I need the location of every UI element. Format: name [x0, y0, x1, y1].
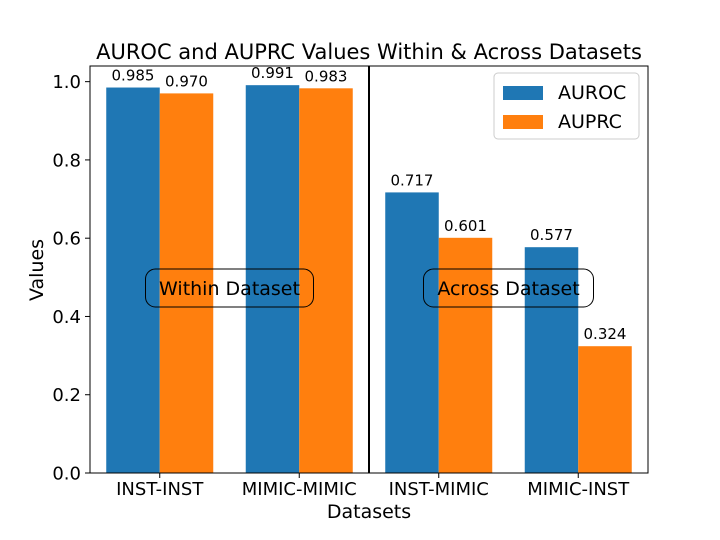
- y-tick-label: 0.0: [52, 464, 81, 485]
- x-axis-label: Datasets: [327, 501, 411, 523]
- bar-auprc-inst-inst: [159, 93, 214, 474]
- data-label: 0.717: [391, 171, 434, 189]
- chart-title: AUROC and AUPRC Values Within & Across D…: [96, 40, 642, 64]
- y-tick-label: 0.2: [52, 385, 81, 406]
- annotation-label: Within Dataset: [159, 278, 300, 300]
- y-tick-label: 0.8: [52, 150, 81, 171]
- data-label: 0.324: [584, 325, 627, 343]
- y-axis: 0.0 0.2 0.4 0.6 0.8 1.0: [52, 72, 90, 485]
- data-label: 0.577: [530, 226, 573, 244]
- bar-auroc-mimic-mimic: [245, 85, 300, 473]
- legend-label: AUPRC: [558, 111, 622, 133]
- bar-auroc-inst-inst: [106, 87, 160, 473]
- x-tick-label: INST-INST: [116, 479, 204, 500]
- y-tick-label: 1.0: [52, 72, 81, 93]
- annotation-label: Across Dataset: [437, 278, 579, 300]
- legend-swatch-auprc: [503, 115, 543, 129]
- legend: AUROC AUPRC: [493, 72, 640, 140]
- y-axis-label: Values: [26, 239, 48, 301]
- data-label: 0.601: [444, 217, 487, 235]
- bar-auroc-inst-mimic: [385, 192, 439, 474]
- x-tick-label: INST-MIMIC: [389, 479, 489, 500]
- data-label: 0.985: [112, 67, 155, 85]
- bar-auroc-mimic-inst: [524, 247, 579, 473]
- x-tick-label: MIMIC-MIMIC: [242, 479, 357, 500]
- data-labels-layer: 0.985 0.991 0.717 0.577 0.970 0.983 0.601 0.324: [112, 64, 627, 343]
- x-axis: INST-INST MIMIC-MIMIC INST-MIMIC MIMIC-INST: [116, 473, 630, 500]
- y-tick-label: 0.4: [52, 307, 81, 328]
- x-tick-label: MIMIC-INST: [527, 479, 630, 500]
- data-label: 0.970: [165, 72, 208, 90]
- data-label: 0.991: [251, 64, 294, 82]
- bar-auprc-inst-mimic: [438, 237, 493, 473]
- data-label: 0.983: [305, 67, 348, 85]
- bars-layer: [106, 85, 632, 474]
- annotations-layer: Within Dataset Across Dataset: [145, 66, 594, 473]
- plot-frame: [89, 65, 649, 474]
- legend-label: AUROC: [558, 82, 626, 104]
- bar-auprc-mimic-mimic: [299, 88, 353, 473]
- bar-auprc-mimic-inst: [578, 346, 632, 473]
- annotation-box: [145, 268, 314, 308]
- y-tick-label: 0.6: [52, 229, 81, 250]
- legend-swatch-auroc: [503, 86, 543, 100]
- annotation-box: [423, 268, 594, 308]
